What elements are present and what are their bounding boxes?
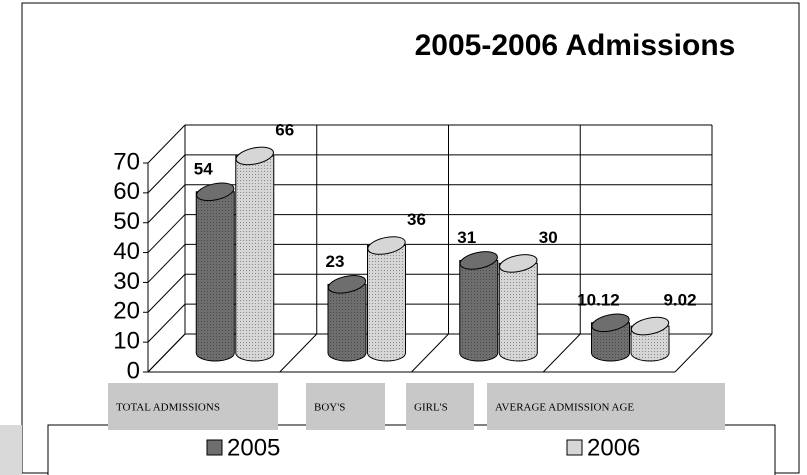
data-label: 54 [194, 159, 213, 178]
legend-swatch [566, 439, 583, 456]
cylinder [459, 251, 499, 362]
cylinder-top [235, 146, 274, 166]
cylinder-top [499, 254, 538, 273]
floor-line [542, 333, 581, 373]
cylinder [590, 313, 630, 362]
legend-box [47, 424, 776, 475]
floor-line [279, 333, 318, 373]
cylinder-texture [196, 191, 235, 361]
floor-line [674, 333, 713, 373]
y-tick-label: 50 [113, 208, 140, 235]
x-tick-label: AVERAGE ADMISSION AGE [495, 402, 634, 414]
category-box [406, 383, 474, 430]
cylinder-top [459, 251, 498, 270]
grid-line [147, 333, 186, 373]
grid-line [147, 184, 186, 224]
chart-title: 2005-2006 Admissions [415, 29, 736, 62]
cylinder-texture [459, 260, 498, 361]
data-label: 66 [275, 120, 294, 139]
cylinder-top [327, 275, 367, 294]
y-tick-label: 60 [113, 178, 140, 205]
cylinder [235, 146, 275, 362]
category-box [108, 383, 278, 430]
data-label: 23 [326, 252, 345, 271]
legend-label: 2006 [587, 434, 640, 461]
cylinder-texture [499, 263, 538, 361]
legend-swatch [206, 439, 223, 456]
cylinder-top [630, 316, 670, 336]
cylinder [195, 182, 235, 362]
cylinder [630, 316, 670, 362]
grid-line [147, 303, 186, 343]
category-box [306, 383, 385, 430]
side-panel [0, 425, 22, 475]
category-box [487, 383, 725, 430]
x-tick-label: GIRL'S [414, 402, 448, 414]
cylinder [327, 275, 367, 362]
y-tick-label: 40 [113, 238, 140, 265]
cylinder [498, 254, 538, 362]
y-tick-label: 20 [113, 298, 140, 325]
y-tick-label: 30 [113, 268, 140, 295]
data-label: 30 [539, 228, 558, 247]
data-label: 36 [407, 210, 426, 229]
cylinder-texture [591, 322, 630, 361]
legend-label: 2005 [227, 434, 280, 461]
cylinder-top [591, 313, 630, 333]
grid-line [147, 154, 186, 194]
cylinder [367, 236, 407, 362]
y-tick-label: 70 [113, 148, 140, 175]
grid-line [147, 273, 186, 313]
grid-line [147, 214, 186, 253]
cylinder-texture [367, 245, 406, 361]
data-label: 9.02 [663, 291, 696, 310]
data-label: 31 [457, 228, 476, 247]
x-tick-label: BOY'S [314, 402, 345, 414]
cylinder-top [367, 236, 406, 255]
grid-line [147, 124, 186, 164]
floor-line [411, 333, 449, 373]
y-tick-label: 10 [113, 327, 140, 354]
cylinder-top [196, 182, 235, 202]
x-tick-label: TOTAL ADMISSIONS [116, 402, 220, 414]
data-label: 10.12 [577, 290, 620, 309]
y-tick-label: 0 [127, 357, 140, 384]
cylinder-texture [327, 284, 366, 361]
cylinder-texture [235, 155, 274, 361]
grid-line [147, 244, 186, 283]
